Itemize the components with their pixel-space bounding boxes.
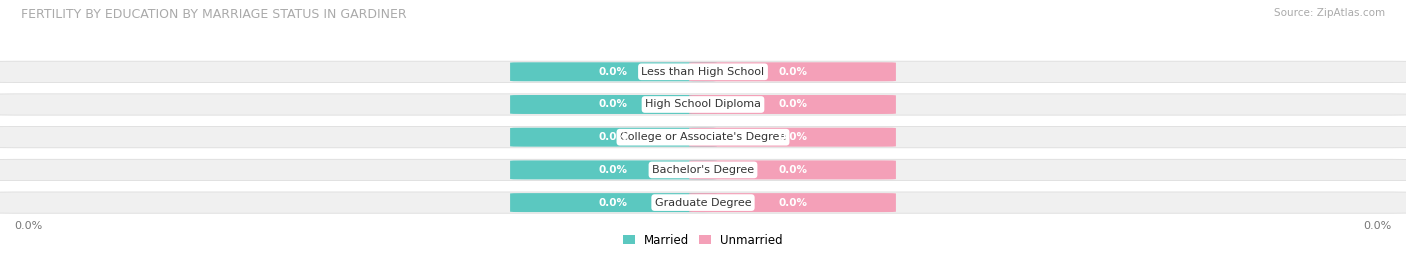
Text: 0.0%: 0.0% [599,132,628,142]
Text: 0.0%: 0.0% [778,67,807,77]
Text: Less than High School: Less than High School [641,67,765,77]
Text: FERTILITY BY EDUCATION BY MARRIAGE STATUS IN GARDINER: FERTILITY BY EDUCATION BY MARRIAGE STATU… [21,8,406,21]
FancyBboxPatch shape [510,160,717,179]
FancyBboxPatch shape [0,61,1406,82]
Text: High School Diploma: High School Diploma [645,100,761,109]
Text: 0.0%: 0.0% [14,221,42,231]
FancyBboxPatch shape [510,62,717,81]
FancyBboxPatch shape [689,160,896,179]
Text: Source: ZipAtlas.com: Source: ZipAtlas.com [1274,8,1385,18]
FancyBboxPatch shape [510,193,717,212]
Text: 0.0%: 0.0% [778,198,807,208]
Text: 0.0%: 0.0% [599,165,628,175]
Text: 0.0%: 0.0% [599,198,628,208]
Legend: Married, Unmarried: Married, Unmarried [619,229,787,251]
FancyBboxPatch shape [0,192,1406,213]
FancyBboxPatch shape [689,128,896,147]
FancyBboxPatch shape [0,94,1406,115]
Text: 0.0%: 0.0% [599,67,628,77]
FancyBboxPatch shape [0,159,1406,180]
Text: 0.0%: 0.0% [778,100,807,109]
FancyBboxPatch shape [0,126,1406,148]
Text: 0.0%: 0.0% [778,165,807,175]
Text: College or Associate's Degree: College or Associate's Degree [620,132,786,142]
FancyBboxPatch shape [689,62,896,81]
FancyBboxPatch shape [689,193,896,212]
FancyBboxPatch shape [510,128,717,147]
Text: Bachelor's Degree: Bachelor's Degree [652,165,754,175]
Text: Graduate Degree: Graduate Degree [655,198,751,208]
Text: 0.0%: 0.0% [778,132,807,142]
FancyBboxPatch shape [510,95,717,114]
Text: 0.0%: 0.0% [1364,221,1392,231]
FancyBboxPatch shape [689,95,896,114]
Text: 0.0%: 0.0% [599,100,628,109]
